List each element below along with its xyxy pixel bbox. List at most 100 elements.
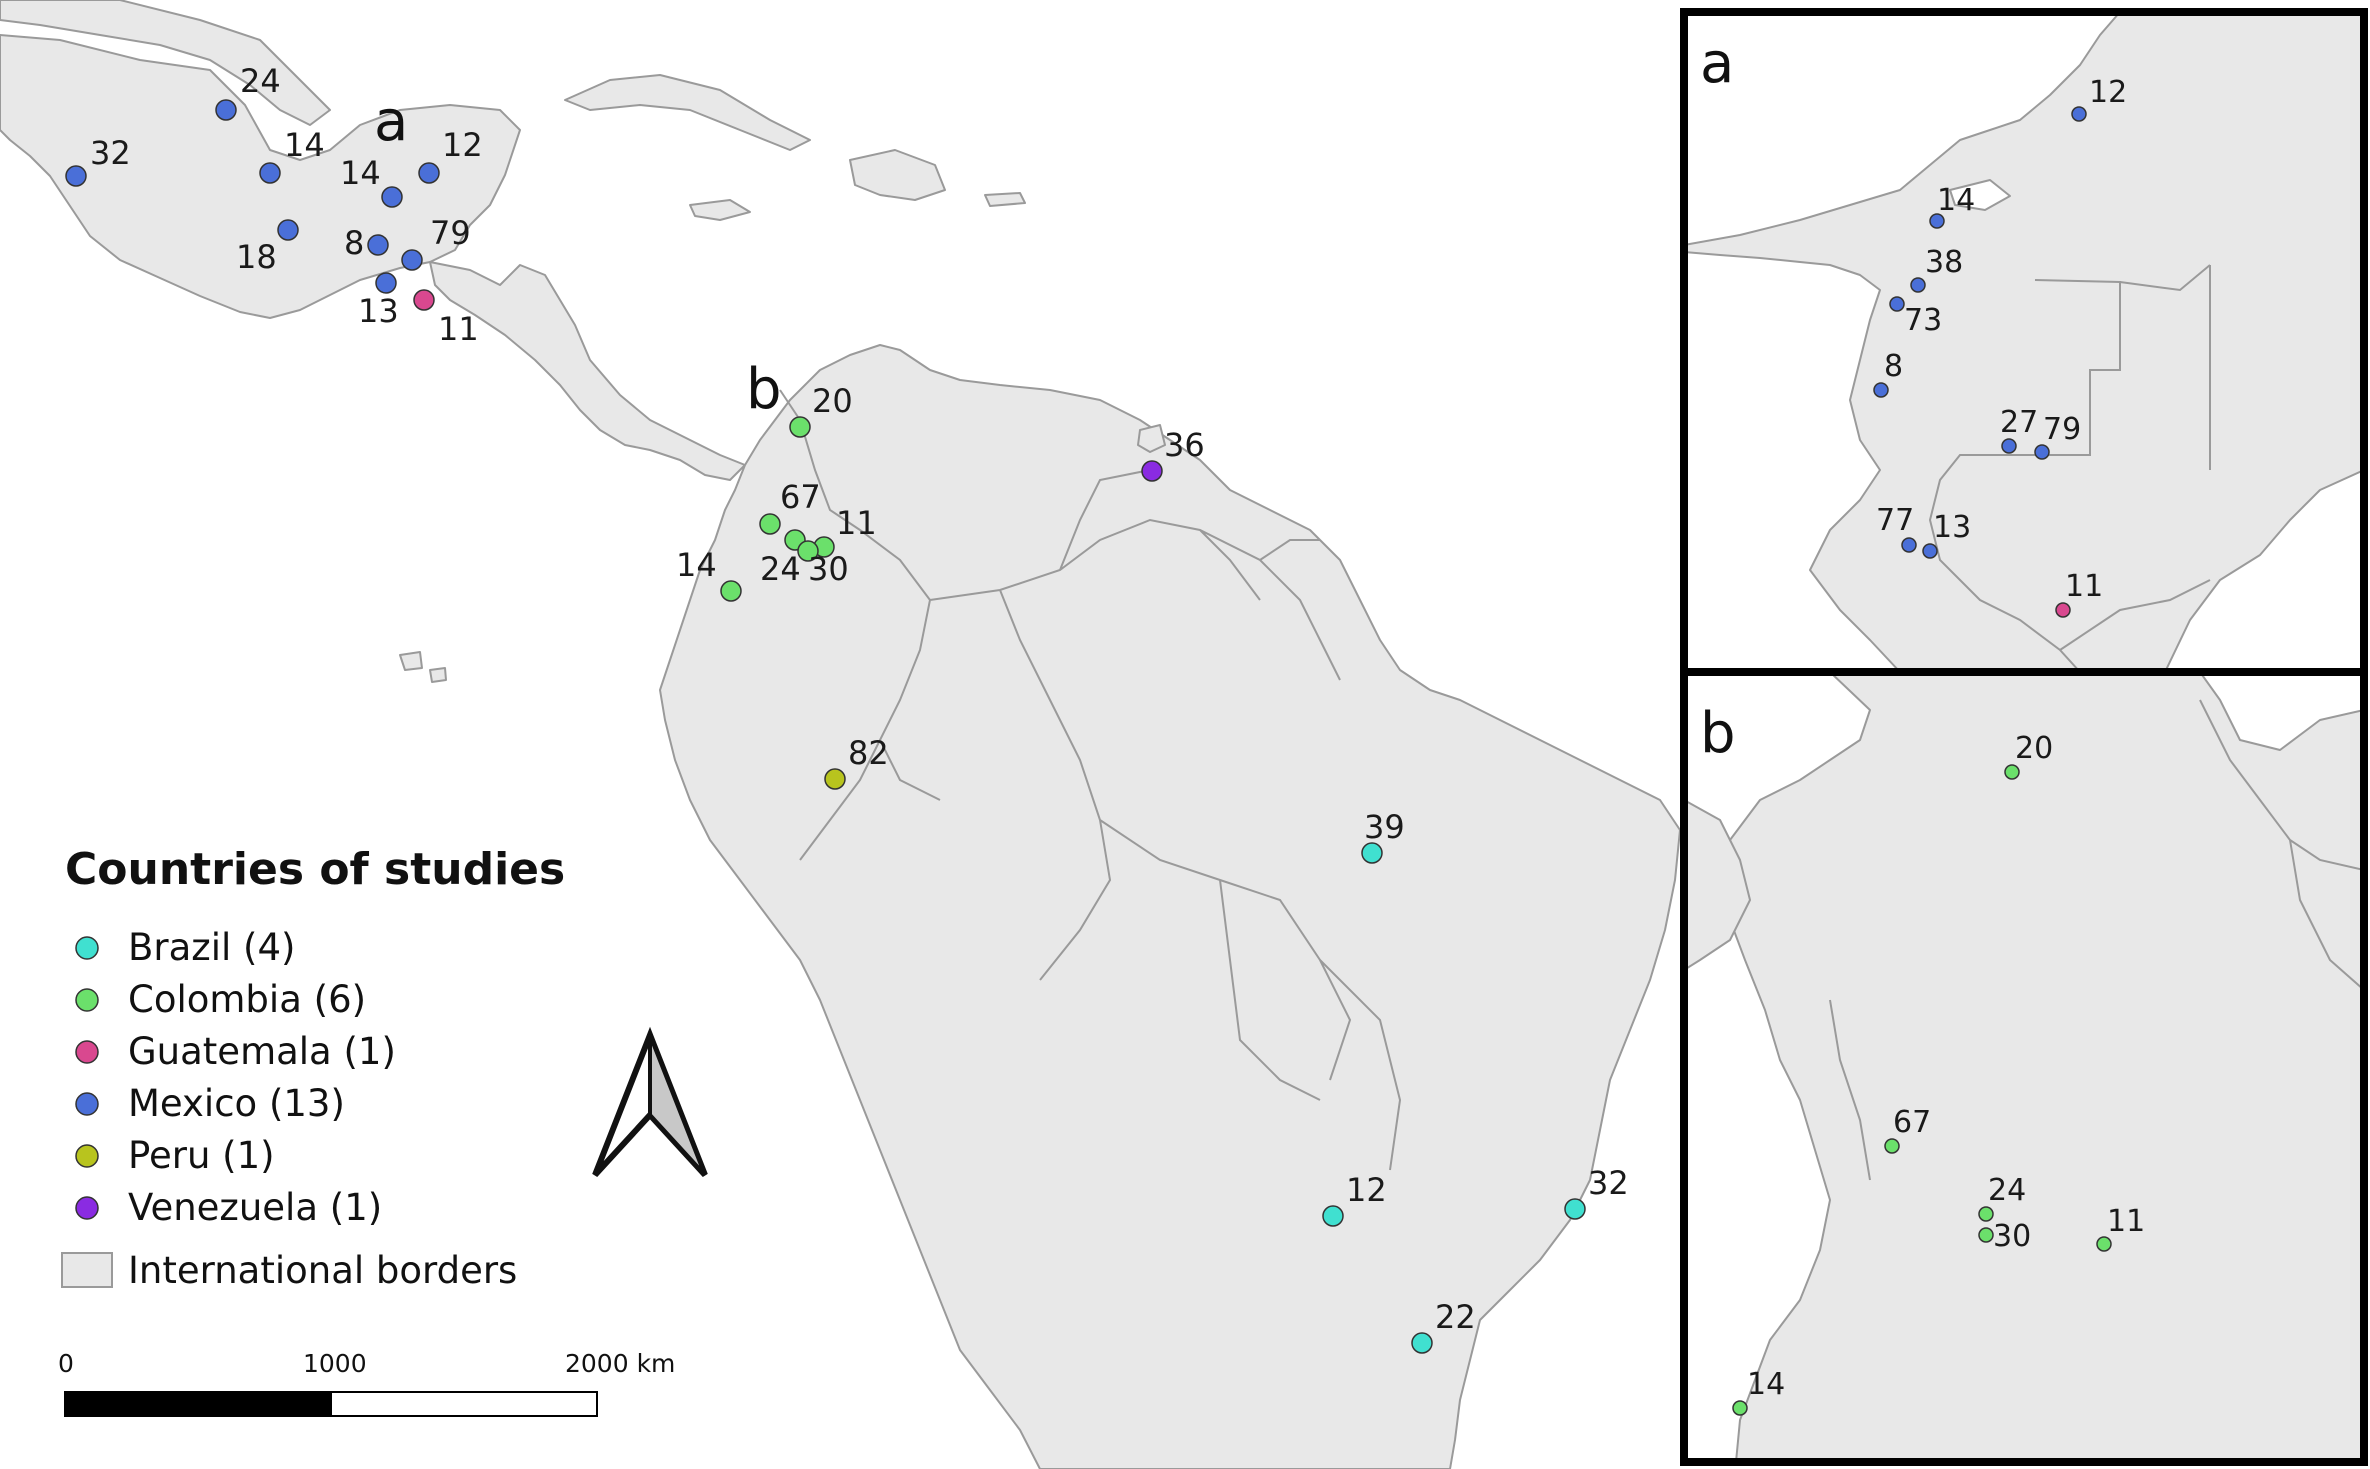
inset-a-point-label: 27 bbox=[2000, 405, 2038, 440]
inset-a-title: a bbox=[1700, 31, 1734, 96]
main-point-label: 24 bbox=[240, 62, 281, 100]
inset-b-frame bbox=[1680, 668, 2368, 1466]
inset-b-point-colombia bbox=[1884, 1138, 1900, 1154]
inset-b-point-colombia bbox=[1978, 1227, 1994, 1243]
main-point-label: 36 bbox=[1164, 426, 1205, 464]
inset-b-point-colombia bbox=[1978, 1206, 1994, 1222]
scale-bar: 0 1000 2000 km bbox=[58, 1349, 675, 1417]
cuba-landmass bbox=[564, 74, 811, 151]
main-point-label: 11 bbox=[836, 504, 877, 542]
main-point-mexico bbox=[259, 162, 281, 184]
main-point-colombia bbox=[759, 513, 781, 535]
inset-b-point-label: 67 bbox=[1893, 1105, 1931, 1140]
legend-swatch-peru bbox=[75, 1144, 99, 1168]
inset-a-point-mexico bbox=[1922, 543, 1938, 559]
inset-a-point-mexico bbox=[2071, 106, 2087, 122]
inset-a-point-label: 79 bbox=[2043, 412, 2081, 447]
inset-b-point-label: 30 bbox=[1993, 1219, 2031, 1254]
legend-borders-swatch bbox=[61, 1252, 113, 1288]
legend-item-venezuela: Venezuela (1) bbox=[128, 1186, 382, 1229]
inset-b-point-colombia bbox=[2096, 1236, 2112, 1252]
legend-swatch-colombia bbox=[75, 988, 99, 1012]
inset-a-point-label: 73 bbox=[1904, 303, 1942, 338]
inset-b-point-label: 24 bbox=[1988, 1173, 2026, 1208]
main-point-label: 39 bbox=[1364, 808, 1405, 846]
country-borders bbox=[779, 389, 1402, 1171]
main-point-label: 22 bbox=[1435, 1298, 1476, 1336]
scale-segment-black bbox=[64, 1391, 332, 1417]
main-point-mexico bbox=[277, 219, 299, 241]
main-point-colombia bbox=[797, 540, 819, 562]
legend-item-brazil: Brazil (4) bbox=[128, 926, 295, 969]
main-point-brazil bbox=[1322, 1205, 1344, 1227]
main-point-peru bbox=[824, 768, 846, 790]
inset-a-point-mexico bbox=[1889, 296, 1905, 312]
main-point-label: 14 bbox=[284, 126, 325, 164]
main-point-mexico bbox=[381, 186, 403, 208]
main-point-label: 8 bbox=[344, 224, 364, 262]
main-point-label: 13 bbox=[358, 292, 399, 330]
inset-b-point-label: 14 bbox=[1747, 1367, 1785, 1402]
inset-b-point-colombia bbox=[2004, 764, 2020, 780]
main-point-brazil bbox=[1411, 1332, 1433, 1354]
main-point-mexico bbox=[65, 165, 87, 187]
south-america-landmass bbox=[659, 344, 1681, 1469]
main-point-label: 30 bbox=[808, 550, 849, 588]
main-map bbox=[0, 0, 1681, 1469]
legend-item-colombia: Colombia (6) bbox=[128, 978, 366, 1021]
inset-a-point-label: 38 bbox=[1925, 245, 1963, 280]
legend-borders-label: International borders bbox=[128, 1249, 517, 1292]
legend: Countries of studies Brazil (4) Colombia … bbox=[61, 844, 565, 1292]
main-point-label: 24 bbox=[760, 550, 801, 588]
legend-item-peru: Peru (1) bbox=[128, 1134, 275, 1177]
inset-a-point-label: 11 bbox=[2065, 569, 2103, 604]
main-point-mexico bbox=[418, 162, 440, 184]
hispaniola-landmass bbox=[849, 149, 946, 201]
inset-a-point-mexico bbox=[2001, 438, 2017, 454]
inset-b-landmass bbox=[1719, 672, 2364, 1462]
legend-swatch-mexico bbox=[75, 1092, 99, 1116]
inset-a-point-mexico bbox=[1910, 277, 1926, 293]
inset-a-point-label: 8 bbox=[1884, 349, 1903, 384]
main-point-label: 20 bbox=[812, 382, 853, 420]
inset-b-point-label: 20 bbox=[2015, 731, 2053, 766]
galapagos-islands bbox=[399, 651, 447, 683]
scale-label-1000: 1000 bbox=[303, 1349, 367, 1378]
inset-a-point-mexico bbox=[2034, 444, 2050, 460]
inset-a-point-mexico bbox=[1901, 537, 1917, 553]
inset-a-borders bbox=[1928, 264, 2211, 672]
inset-a-point-label: 13 bbox=[1933, 510, 1971, 545]
inset-a-point-mexico bbox=[1873, 382, 1889, 398]
main-point-guatemala bbox=[413, 289, 435, 311]
inset-b-title: b bbox=[1700, 701, 1736, 766]
inset-a-marker: a bbox=[374, 89, 408, 154]
north-arrow-icon bbox=[592, 1026, 708, 1178]
central-america-landmass bbox=[429, 261, 746, 481]
legend-swatch-guatemala bbox=[75, 1040, 99, 1064]
inset-a-point-label: 14 bbox=[1937, 183, 1975, 218]
trinidad-landmass bbox=[1137, 424, 1166, 453]
inset-b-marker: b bbox=[746, 357, 782, 422]
inset-a-point-mexico bbox=[1929, 213, 1945, 229]
scale-label-2000: 2000 km bbox=[565, 1349, 675, 1378]
main-point-label: 79 bbox=[430, 214, 471, 252]
scale-label-0: 0 bbox=[58, 1349, 74, 1378]
inset-a-point-guatemala bbox=[2055, 602, 2071, 618]
main-point-label: 12 bbox=[442, 126, 483, 164]
scale-segment-white bbox=[330, 1391, 598, 1417]
legend-swatch-brazil bbox=[75, 936, 99, 960]
inset-a: a 12 14 38 738 27 79 77 13 11 bbox=[1680, 8, 2368, 676]
inset-b-borders bbox=[1829, 699, 2364, 1181]
inset-a-landmass bbox=[1684, 12, 2364, 672]
main-point-mexico bbox=[375, 272, 397, 294]
main-point-mexico bbox=[367, 234, 389, 256]
jamaica-landmass bbox=[689, 199, 751, 221]
main-point-mexico bbox=[401, 249, 423, 271]
puerto-rico-landmass bbox=[984, 192, 1026, 207]
main-point-label: 32 bbox=[90, 134, 131, 172]
main-point-label: 12 bbox=[1346, 1171, 1387, 1209]
main-point-label: 14 bbox=[340, 154, 381, 192]
main-point-venezuela bbox=[1141, 460, 1163, 482]
